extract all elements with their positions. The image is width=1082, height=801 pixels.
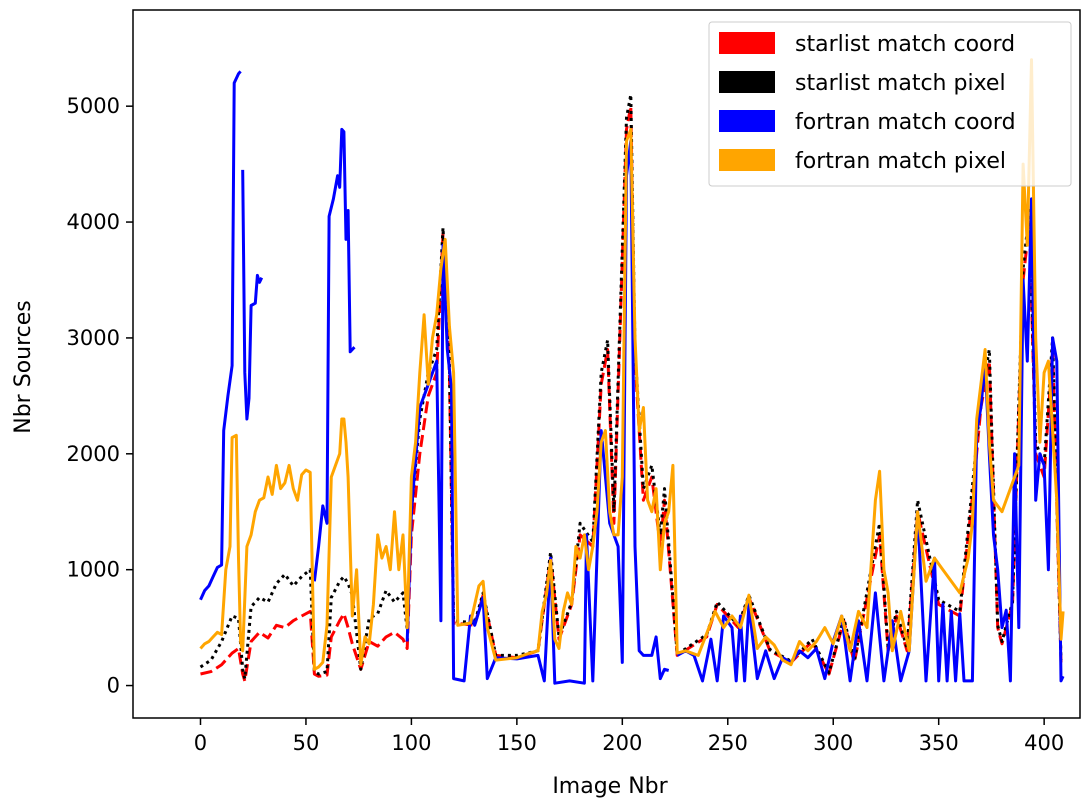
legend-label-2: fortran match coord [795,110,1016,135]
y-tick-label: 4000 [67,210,120,234]
legend-label-3: fortran match pixel [795,149,1006,174]
x-tick-label: 400 [1024,731,1064,755]
series-line-2-segment-0 [199,70,242,601]
series-line-2-segment-2 [312,127,356,582]
legend-swatch-1 [719,71,775,93]
x-tick-label: 0 [194,731,207,755]
x-axis-ticks: 0 50 100 150 200 250 300 350 400 [194,718,1064,755]
y-axis-label: Nbr Sources [11,300,36,433]
x-axis-label: Image Nbr [552,774,668,799]
x-tick-label: 100 [391,731,431,755]
y-tick-label: 5000 [67,94,120,118]
legend: starlist match coord starlist match pixel… [708,21,1072,187]
y-axis-ticks: 0 1000 2000 3000 4000 5000 [67,94,133,698]
legend-swatch-3 [719,149,775,171]
series-line-3-segment-0 [199,58,1065,671]
axes-frame [132,9,1081,719]
x-tick-label: 300 [813,731,853,755]
legend-label-1: starlist match pixel [795,71,1006,96]
y-tick-label: 0 [107,674,120,698]
legend-label-0: starlist match coord [795,32,1015,57]
x-tick-label: 200 [602,731,642,755]
y-tick-label: 1000 [67,558,120,582]
y-tick-label: 3000 [67,326,120,350]
plot-area [199,58,1065,685]
y-tick-label: 2000 [67,442,120,466]
series-line-2-segment-4 [676,197,1065,683]
legend-swatch-0 [719,32,775,54]
legend-swatch-2 [719,110,775,132]
series-line-2-segment-3 [405,139,670,685]
x-tick-label: 150 [497,731,537,755]
legend-box [708,21,1072,187]
x-tick-label: 250 [708,731,748,755]
series-line-2-segment-1 [241,169,264,421]
x-tick-label: 350 [919,731,959,755]
x-tick-label: 50 [293,731,320,755]
